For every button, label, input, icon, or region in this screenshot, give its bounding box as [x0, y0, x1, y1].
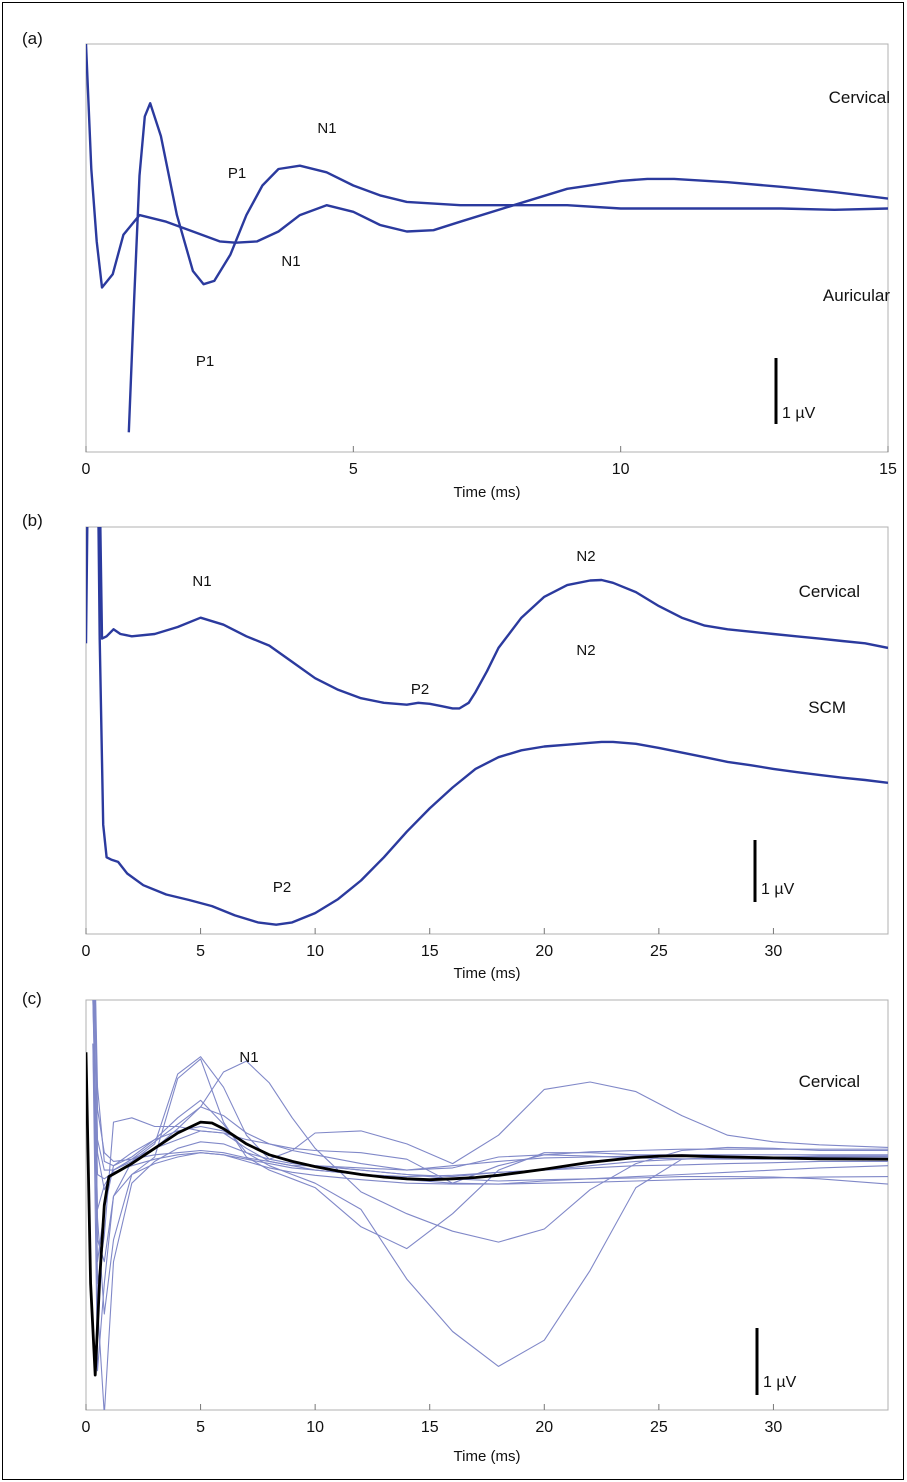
panel-c: 0 5 10 15 20 25 30 (c) Time (ms) Cervical N1 1 µV — [22, 989, 889, 1465]
x-tick-label: 0 — [82, 1419, 91, 1436]
x-tick-label: 10 — [612, 461, 630, 478]
peak-label: N1 — [281, 253, 300, 270]
peak-label: N1 — [192, 573, 211, 590]
scale-bar-label: 1 µV — [782, 405, 816, 422]
x-axis-label: Time (ms) — [454, 1448, 521, 1465]
x-axis-label: Time (ms) — [454, 484, 521, 501]
x-axis-label: Time (ms) — [454, 965, 521, 982]
panel-label: (c) — [22, 989, 42, 1008]
trace-auricular — [127, 102, 888, 433]
individual-trace — [92, 1000, 888, 1180]
trace-scm — [97, 527, 888, 926]
x-tick-label: 0 — [82, 461, 91, 478]
individual-trace — [94, 1000, 888, 1185]
x-tick-label: 25 — [650, 1419, 668, 1436]
trace-label: Cervical — [799, 582, 860, 601]
x-tick-label: 5 — [196, 1419, 205, 1436]
individual-trace — [92, 1043, 888, 1263]
x-tick-label: 10 — [306, 1419, 324, 1436]
plot-area — [85, 999, 889, 1411]
plot-area — [85, 526, 889, 935]
trace-label: Cervical — [799, 1072, 860, 1091]
traces — [86, 44, 888, 433]
x-tick-label: 15 — [421, 943, 439, 960]
x-tick-label: 20 — [535, 1419, 553, 1436]
individual-trace — [93, 1000, 888, 1263]
panel-b: 0 5 10 15 20 25 30 (b) Time (ms) Cervical SCM N1 P2 N… — [22, 511, 889, 982]
x-tick-label: 30 — [765, 1419, 783, 1436]
x-tick-label: 30 — [765, 943, 783, 960]
x-tick-label: 5 — [196, 943, 205, 960]
trace-label: Auricular — [823, 286, 890, 305]
individual-trace — [93, 1000, 888, 1410]
peak-label: P1 — [196, 353, 214, 370]
scale-bar-label: 1 µV — [761, 881, 795, 898]
traces — [86, 527, 888, 926]
scale-bar-label: 1 µV — [763, 1374, 797, 1391]
traces — [86, 1000, 888, 1410]
mean-trace — [86, 1052, 888, 1377]
x-tick-label: 5 — [349, 461, 358, 478]
peak-label: P2 — [411, 681, 429, 698]
peak-label: N1 — [317, 120, 336, 137]
peak-label: N2 — [576, 642, 595, 659]
x-tick-label: 0 — [82, 943, 91, 960]
individual-trace — [94, 1000, 888, 1243]
plot-area — [85, 43, 889, 453]
x-tick-label: 25 — [650, 943, 668, 960]
individual-trace — [92, 1043, 888, 1372]
peak-label: N2 — [576, 548, 595, 565]
peak-label: P2 — [273, 879, 291, 896]
x-tick-label: 10 — [306, 943, 324, 960]
panel-label: (a) — [22, 29, 43, 48]
trace-cervical — [86, 44, 888, 289]
trace-cervical — [86, 527, 888, 710]
x-tick-label: 15 — [879, 461, 897, 478]
trace-label: SCM — [808, 698, 846, 717]
peak-label: P1 — [228, 165, 246, 182]
panel-a: 0 5 10 15 (a) Time (ms) Cervical Auricular P1 N1 P… — [22, 29, 897, 501]
individual-trace — [92, 1000, 888, 1285]
peak-label: N1 — [239, 1049, 258, 1066]
x-tick-label: 15 — [421, 1419, 439, 1436]
trace-label: Cervical — [829, 88, 890, 107]
x-tick-label: 20 — [535, 943, 553, 960]
individual-trace — [93, 1000, 888, 1315]
panel-label: (b) — [22, 511, 43, 530]
